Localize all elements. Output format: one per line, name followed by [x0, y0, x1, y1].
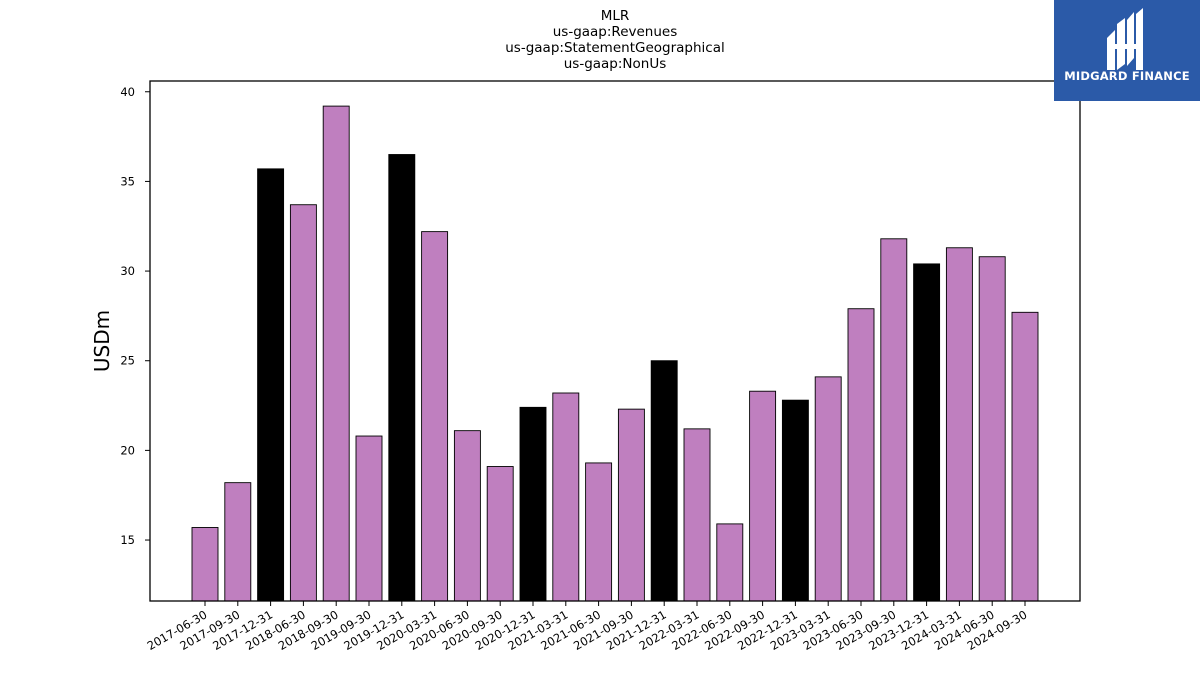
bar-2021-06-30	[585, 462, 613, 602]
y-tick-label-20: 20	[120, 443, 135, 457]
y-tick-label-30: 30	[120, 264, 135, 278]
bar-2018-06-30	[289, 204, 317, 602]
bar-2022-03-31	[683, 428, 711, 602]
bar-2023-09-30	[880, 238, 908, 602]
bar-2020-09-30	[486, 466, 514, 602]
bar-2023-12-31	[913, 263, 941, 602]
chart-title-line-4: us-gaap:NonUs	[563, 56, 667, 72]
bar-2023-06-30	[847, 308, 875, 602]
x-axis: 2017-06-302017-09-302017-12-312018-06-30…	[145, 601, 1030, 653]
chart-title-line-1: MLR	[600, 8, 630, 24]
y-axis-label: USDm	[90, 310, 114, 372]
plot-frame	[149, 80, 1081, 602]
bar-2024-03-31	[945, 247, 973, 602]
bar-2017-12-31	[257, 168, 285, 602]
bar-2021-12-31	[650, 360, 678, 602]
bar-2021-03-31	[552, 392, 580, 602]
midgard-finance-logo: MIDGARD FINANCE	[1054, 0, 1200, 101]
bar-2019-09-30	[355, 435, 383, 602]
bar-2020-06-30	[453, 430, 481, 602]
bar-2017-06-30	[191, 527, 219, 602]
bar-2019-12-31	[388, 154, 416, 602]
bar-2022-09-30	[749, 390, 777, 602]
bar-2021-09-30	[617, 408, 645, 602]
y-tick-label-40: 40	[120, 85, 135, 99]
bar-2018-09-30	[322, 105, 350, 602]
logo-text: MIDGARD FINANCE	[1064, 69, 1190, 83]
bar-2017-09-30	[224, 482, 252, 602]
chart-title-line-2: us-gaap:Revenues	[552, 24, 678, 40]
bars-group	[191, 105, 1039, 602]
bar-2020-03-31	[421, 231, 449, 602]
chart-title-line-3: us-gaap:StatementGeographical	[505, 40, 725, 56]
bar-2024-06-30	[978, 256, 1006, 602]
bar-2023-03-31	[814, 376, 842, 602]
y-tick-label-35: 35	[120, 174, 135, 188]
midgard-m-logo-icon	[1054, 0, 1200, 101]
bar-2020-12-31	[519, 406, 547, 602]
bar-2022-06-30	[716, 523, 744, 602]
bar-2022-12-31	[781, 399, 809, 602]
bar-2024-09-30	[1011, 311, 1039, 602]
y-tick-label-25: 25	[120, 354, 135, 368]
y-tick-label-15: 15	[120, 533, 135, 547]
y-axis: 15 20 25 30 35 40	[120, 85, 150, 547]
